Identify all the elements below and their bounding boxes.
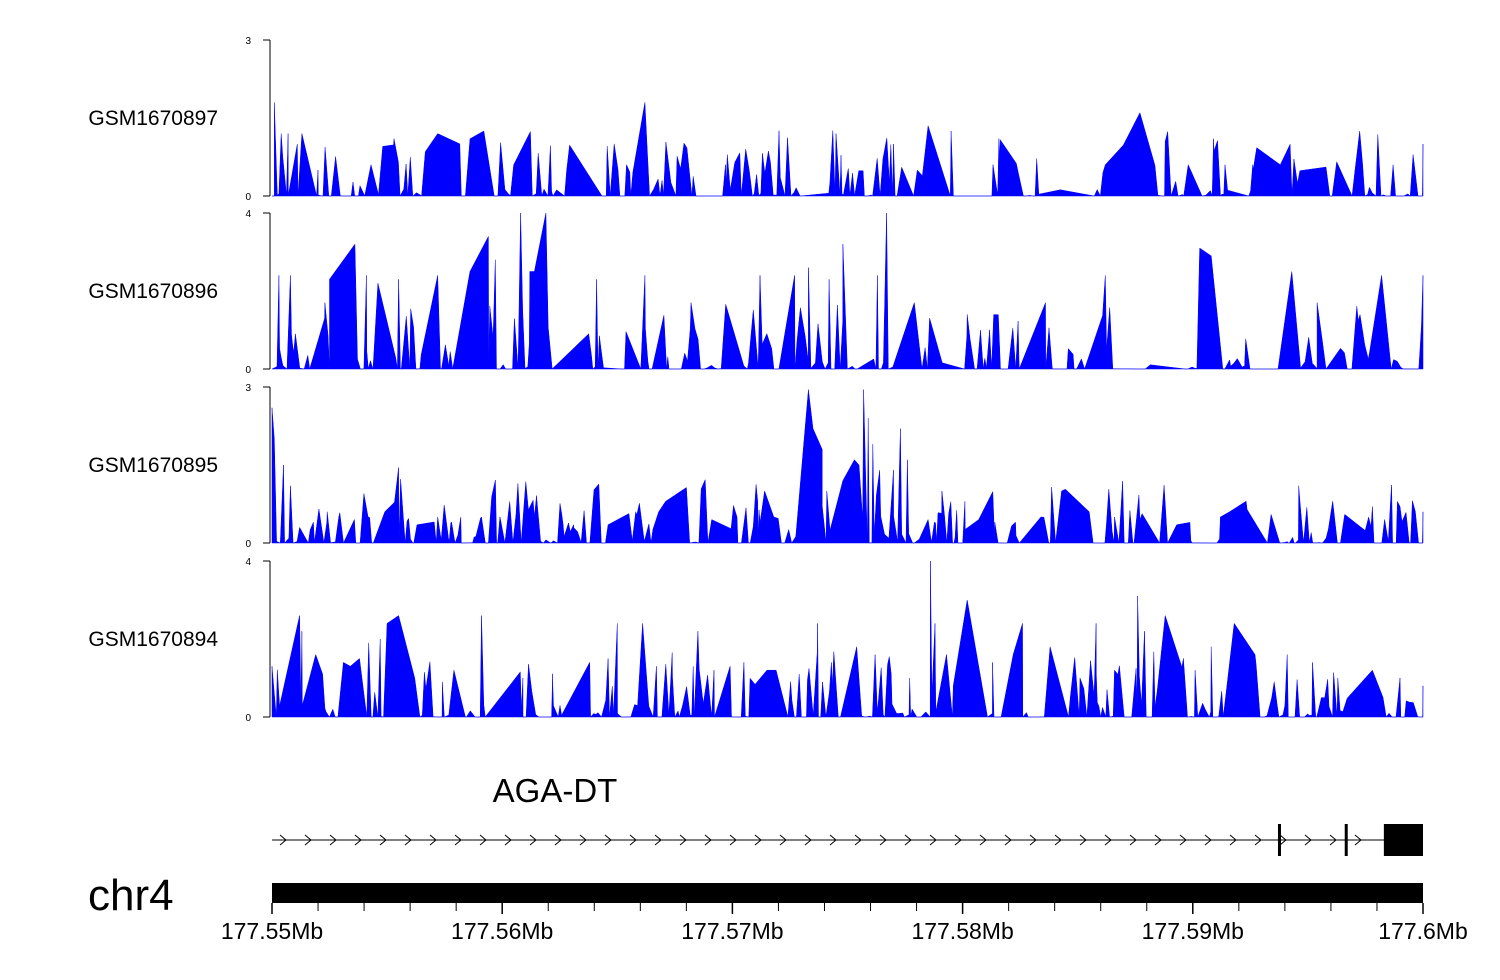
y-tick-label: 0	[245, 713, 251, 724]
x-tick-label: 177.6Mb	[1378, 918, 1468, 944]
y-tick-label: 0	[245, 365, 251, 376]
strand-arrow-icon	[704, 834, 712, 846]
strand-arrow-icon	[1104, 834, 1112, 846]
strand-arrow-icon	[529, 834, 537, 846]
strand-arrow-icon	[379, 834, 387, 846]
track-GSM1670894: GSM1670894 4 0	[88, 557, 1424, 724]
strand-arrow-icon	[579, 834, 587, 846]
x-tick-label: 177.57Mb	[681, 918, 783, 944]
strand-arrow-icon	[1179, 834, 1187, 846]
strand-arrow-icon	[1079, 834, 1087, 846]
chromosome-bar	[272, 883, 1423, 903]
strand-arrow-icon	[679, 834, 687, 846]
strand-arrow-icon	[504, 834, 512, 846]
track-GSM1670895: GSM1670895 3 0	[88, 383, 1424, 550]
gene-exon	[1383, 824, 1423, 856]
gene-track: AGA-DT	[272, 772, 1423, 856]
strand-arrow-icon	[1004, 834, 1012, 846]
strand-arrow-icon	[279, 834, 287, 846]
gene-name-label: AGA-DT	[493, 772, 618, 809]
strand-arrow-icon	[1354, 834, 1362, 846]
signal-area	[271, 560, 1424, 718]
strand-arrow-icon	[329, 834, 337, 846]
x-tick-label: 177.55Mb	[221, 918, 323, 944]
strand-arrow-icon	[879, 834, 887, 846]
strand-arrow-icon	[954, 834, 962, 846]
strand-arrow-icon	[1229, 834, 1237, 846]
y-tick-label: 3	[245, 383, 251, 394]
strand-arrow-icon	[404, 834, 412, 846]
y-tick-label: 4	[245, 209, 251, 220]
signal-area	[271, 212, 1424, 370]
signal-tracks: GSM167089730GSM167089640GSM167089530GSM1…	[88, 36, 1424, 724]
x-axis: 177.55Mb 177.56Mb 177.57Mb 177.58Mb 177.59Mb…	[221, 903, 1468, 944]
strand-arrow-icon	[454, 834, 462, 846]
strand-arrow-icon	[804, 834, 812, 846]
strand-arrow-icon	[479, 834, 487, 846]
strand-arrow-icon	[829, 834, 837, 846]
x-tick-label: 177.56Mb	[451, 918, 553, 944]
strand-arrow-icon	[854, 834, 862, 846]
strand-arrow-icon	[554, 834, 562, 846]
strand-arrow-icon	[979, 834, 987, 846]
strand-arrow-icon	[629, 834, 637, 846]
gene-exon	[1277, 824, 1281, 856]
y-tick-label: 0	[245, 539, 251, 550]
track-GSM1670897: GSM1670897 3 0	[88, 36, 1424, 203]
strand-arrow-icon	[904, 834, 912, 846]
strand-arrow-icon	[929, 834, 937, 846]
track-label: GSM1670897	[88, 107, 218, 130]
strand-arrow-icon	[604, 834, 612, 846]
track-label: GSM1670896	[88, 280, 218, 303]
strand-arrow-icon	[779, 834, 787, 846]
strand-arrow-icon	[304, 834, 312, 846]
strand-arrow-icon	[1054, 834, 1062, 846]
y-tick-label: 4	[245, 557, 251, 568]
track-GSM1670896: GSM1670896 4 0	[88, 209, 1424, 376]
track-label: GSM1670894	[88, 628, 218, 651]
strand-arrow-icon	[654, 834, 662, 846]
chromosome-label: chr4	[88, 871, 174, 920]
strand-arrow-icon	[754, 834, 762, 846]
signal-area	[271, 389, 1424, 544]
y-tick-label: 0	[245, 192, 251, 203]
y-tick-label: 3	[245, 36, 251, 47]
strand-arrow-icon	[1129, 834, 1137, 846]
track-label: GSM1670895	[88, 454, 218, 477]
x-tick-label: 177.58Mb	[911, 918, 1013, 944]
strand-arrow-icon	[1029, 834, 1037, 846]
strand-arrow-icon	[1154, 834, 1162, 846]
strand-arrow-icon	[1279, 834, 1287, 846]
strand-arrow-icon	[1304, 834, 1312, 846]
chromosome-ideogram: chr4	[88, 871, 1423, 920]
strand-arrow-icon	[429, 834, 437, 846]
strand-arrow-icon	[1204, 834, 1212, 846]
strand-arrow-icon	[1254, 834, 1262, 846]
strand-arrow-icon	[1329, 834, 1337, 846]
gene-exon	[1344, 824, 1348, 856]
strand-arrow-icon	[354, 834, 362, 846]
signal-area	[272, 102, 1424, 197]
strand-arrow-icon	[729, 834, 737, 846]
x-tick-label: 177.59Mb	[1142, 918, 1244, 944]
